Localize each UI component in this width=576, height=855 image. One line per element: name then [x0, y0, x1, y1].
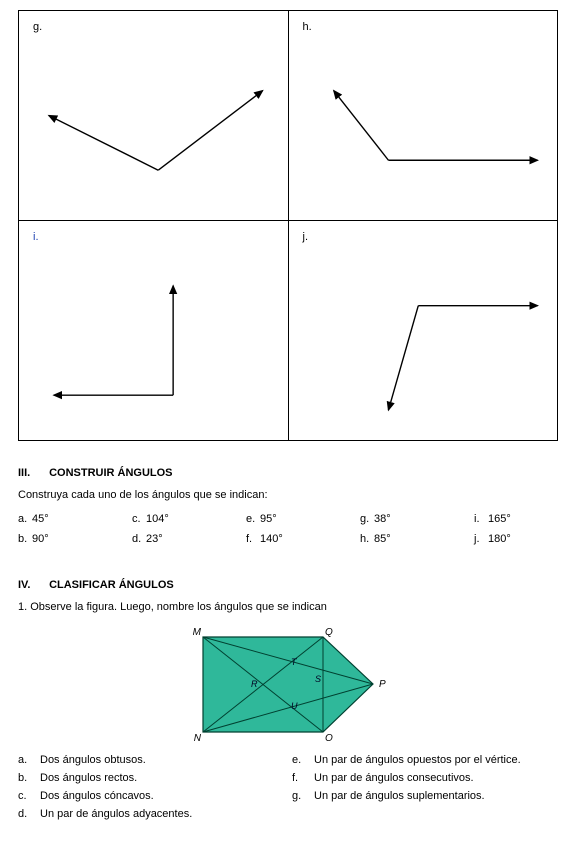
- svg-text:U: U: [291, 701, 298, 711]
- item-letter: b.: [18, 772, 32, 784]
- item-letter: d.: [18, 808, 32, 820]
- item-value: 85°: [374, 533, 414, 545]
- angle-cell-g: g.: [19, 11, 289, 221]
- section-3-instruction: Construya cada uno de los ángulos que se…: [18, 489, 558, 501]
- svg-text:O: O: [325, 733, 333, 742]
- item-value: 165°: [488, 513, 528, 525]
- angle-cell-h: h.: [289, 11, 559, 221]
- item-value: 180°: [488, 533, 528, 545]
- item-text: Un par de ángulos suplementarios.: [314, 790, 558, 802]
- item-letter: c.: [18, 790, 32, 802]
- item-letter: f.: [292, 772, 306, 784]
- section-4-heading: IV. CLASIFICAR ÁNGULOS: [18, 579, 558, 591]
- svg-text:N: N: [194, 733, 202, 742]
- item-text: Un par de ángulos adyacentes.: [40, 808, 284, 820]
- item-letter: f.: [246, 533, 260, 545]
- item-value: 90°: [32, 533, 72, 545]
- angle-figure-i: [19, 221, 288, 440]
- item-value: 140°: [260, 533, 300, 545]
- svg-text:P: P: [379, 679, 386, 690]
- svg-text:S: S: [315, 674, 321, 684]
- svg-text:Q: Q: [325, 627, 333, 638]
- item-letter: a.: [18, 513, 32, 525]
- item-letter: g.: [292, 790, 306, 802]
- section-4-question-1: 1. Observe la figura. Luego, nombre los …: [18, 601, 558, 613]
- classify-list: a. Dos ángulos obtusos. e. Un par de áng…: [18, 754, 558, 820]
- item-text: Un par de ángulos opuestos por el vértic…: [314, 754, 558, 766]
- item-value: 45°: [32, 513, 72, 525]
- section-3-title: CONSTRUIR ÁNGULOS: [49, 467, 172, 479]
- item-text: Dos ángulos cóncavos.: [40, 790, 284, 802]
- svg-text:M: M: [193, 627, 202, 638]
- item-letter: h.: [360, 533, 374, 545]
- item-text: Dos ángulos rectos.: [40, 772, 284, 784]
- angle-cell-i: i.: [19, 221, 289, 441]
- item-text: Dos ángulos obtusos.: [40, 754, 284, 766]
- svg-text:R: R: [251, 679, 258, 689]
- section-4-title: CLASIFICAR ÁNGULOS: [49, 579, 174, 591]
- item-value: 95°: [260, 513, 300, 525]
- item-letter: c.: [132, 513, 146, 525]
- item-letter: e.: [246, 513, 260, 525]
- angle-figure-g: [19, 11, 288, 220]
- item-letter: i.: [474, 513, 488, 525]
- section-3-num: III.: [18, 467, 46, 479]
- construct-angles-list: a. 45° c. 104° e. 95° g. 38° i. 165° b. …: [18, 513, 558, 545]
- item-letter: j.: [474, 533, 488, 545]
- item-value: 38°: [374, 513, 414, 525]
- item-value: 104°: [146, 513, 186, 525]
- item-letter: a.: [18, 754, 32, 766]
- angle-figure-j: [289, 221, 558, 440]
- item-letter: e.: [292, 754, 306, 766]
- item-value: 23°: [146, 533, 186, 545]
- classify-figure: M Q P O N R S T U: [18, 627, 558, 742]
- section-4-num: IV.: [18, 579, 46, 591]
- angle-grid: g. h. i. j.: [18, 10, 558, 441]
- angle-cell-j: j.: [289, 221, 559, 441]
- item-letter: b.: [18, 533, 32, 545]
- item-letter: g.: [360, 513, 374, 525]
- angle-figure-h: [289, 11, 558, 220]
- item-letter: d.: [132, 533, 146, 545]
- item-text: Un par de ángulos consecutivos.: [314, 772, 558, 784]
- section-3-heading: III. CONSTRUIR ÁNGULOS: [18, 467, 558, 479]
